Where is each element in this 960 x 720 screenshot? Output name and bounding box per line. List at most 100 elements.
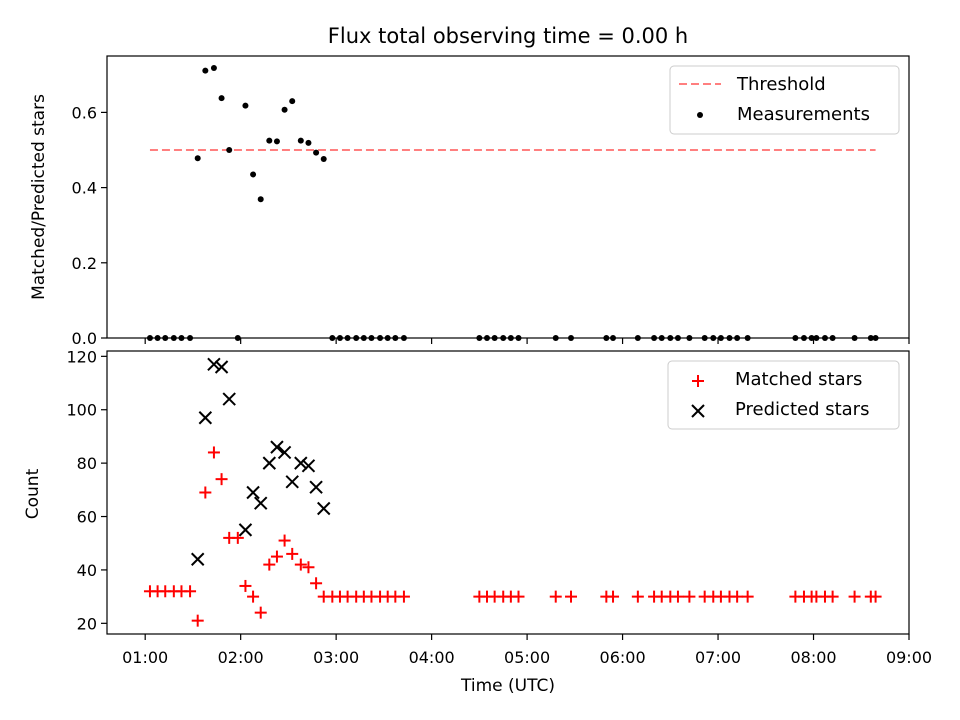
predicted-stars-series	[190, 357, 331, 566]
measurement-point	[305, 139, 312, 146]
bottom-panel: Count 20 40 60 80 100 120 01:00 02:00 03:00 04:0…	[23, 347, 932, 696]
predicted-star-point	[254, 496, 268, 510]
predicted-star-point	[285, 475, 299, 489]
predicted-star-point	[301, 459, 316, 473]
matched-star-point	[278, 534, 291, 547]
bottom-legend: Matched stars Predicted stars	[667, 360, 900, 430]
measurement-point	[218, 95, 225, 102]
matched-star-point	[263, 558, 276, 571]
matched-star-point	[512, 590, 525, 603]
matched-star-point	[191, 614, 204, 627]
bottom-x-axis: 01:00 02:00 03:00 04:00 05:00 06:00 07:00 08:00…	[122, 634, 932, 667]
predicted-star-point	[238, 523, 253, 537]
matched-stars-series	[143, 446, 882, 627]
measurement-point	[210, 65, 217, 72]
bottom-xtick-label: 06:00	[600, 648, 646, 667]
matched-star-point	[631, 590, 644, 603]
matched-star-point	[826, 590, 839, 603]
bottom-xtick-label: 07:00	[695, 648, 741, 667]
legend-measurements-swatch	[697, 112, 703, 118]
predicted-star-point	[317, 501, 331, 516]
matched-star-point	[683, 590, 696, 603]
matched-star-point	[869, 590, 882, 603]
measurement-point	[242, 102, 249, 109]
matched-star-point	[239, 579, 252, 592]
legend-measurements-label: Measurements	[737, 104, 870, 125]
matched-star-point	[254, 606, 267, 619]
matched-star-point	[294, 558, 307, 571]
bottom-xtick-label: 05:00	[504, 648, 550, 667]
top-y-axis: 0.0 0.2 0.4 0.6	[72, 103, 107, 348]
bottom-legend-box	[667, 360, 900, 430]
matched-star-point	[565, 590, 578, 603]
bottom-y-axis: 20 40 60 80 100 120	[66, 347, 107, 633]
bottom-xtick-label: 03:00	[313, 648, 359, 667]
bottom-ytick-label: 20	[77, 614, 97, 633]
measurement-point	[273, 138, 280, 145]
bottom-xtick-label: 01:00	[122, 648, 168, 667]
matched-star-point	[607, 590, 620, 603]
legend-matched-label: Matched stars	[735, 369, 862, 390]
bottom-xtick-label: 02:00	[218, 648, 264, 667]
top-panel: Matched/Predicted stars 0.0 0.2 0.4 0.6 Thr…	[29, 55, 910, 348]
legend-predicted-swatch	[691, 404, 705, 418]
predicted-star-point	[309, 480, 323, 494]
bottom-ytick-label: 40	[77, 561, 97, 580]
measurement-point	[289, 98, 296, 105]
bottom-xtick-label: 09:00	[886, 648, 932, 667]
top-legend: Threshold Measurements	[669, 65, 900, 135]
bottom-ytick-label: 120	[66, 347, 97, 366]
matched-star-point	[286, 547, 299, 560]
matched-star-point	[231, 531, 244, 544]
top-legend-box	[669, 65, 900, 135]
matched-star-point	[741, 590, 754, 603]
predicted-star-point	[190, 552, 205, 566]
bottom-xlabel: Time (UTC)	[460, 676, 555, 696]
predicted-star-point	[277, 445, 292, 460]
legend-matched-swatch	[692, 375, 704, 387]
measurement-point	[202, 67, 209, 74]
matched-star-point	[247, 590, 260, 603]
top-ytick-label: 0.4	[72, 179, 97, 198]
top-ylabel: Matched/Predicted stars	[29, 94, 49, 300]
matched-star-point	[549, 590, 562, 603]
predicted-star-point	[246, 485, 260, 500]
matched-star-point	[215, 473, 228, 486]
predicted-star-point	[214, 360, 229, 374]
predicted-star-point	[222, 392, 236, 406]
measurement-point	[226, 147, 233, 153]
top-ytick-label: 0.2	[72, 254, 97, 273]
matched-star-point	[671, 590, 684, 603]
predicted-star-point	[207, 357, 221, 372]
measurement-point	[281, 106, 288, 113]
bottom-ylabel: Count	[23, 468, 43, 519]
bottom-xtick-label: 04:00	[409, 648, 455, 667]
matched-star-point	[199, 486, 212, 499]
measurement-point	[297, 137, 304, 144]
bottom-plot-frame	[106, 350, 910, 635]
matched-star-point	[207, 446, 220, 459]
legend-predicted-label: Predicted stars	[735, 399, 869, 420]
predicted-star-point	[270, 440, 284, 454]
legend-threshold-label: Threshold	[736, 74, 826, 95]
bottom-xtick-label: 08:00	[790, 648, 836, 667]
matched-star-point	[310, 577, 323, 590]
matched-star-point	[184, 585, 197, 598]
measurement-point	[320, 156, 327, 163]
matched-star-point	[302, 561, 315, 574]
matched-star-point	[731, 590, 744, 603]
top-plot-frame	[106, 55, 910, 339]
top-ytick-label: 0.6	[72, 103, 97, 122]
figure-title: Flux total observing time = 0.00 h	[328, 24, 688, 48]
predicted-star-point	[198, 411, 213, 425]
measurement-point	[313, 149, 320, 156]
matched-star-point	[397, 590, 410, 603]
predicted-star-point	[294, 456, 308, 470]
measurement-point	[250, 171, 257, 178]
measurement-point	[266, 137, 273, 144]
predicted-star-point	[262, 456, 277, 470]
measurement-point	[194, 155, 201, 162]
bottom-ytick-label: 60	[77, 508, 97, 527]
bottom-ytick-label: 100	[66, 401, 97, 420]
